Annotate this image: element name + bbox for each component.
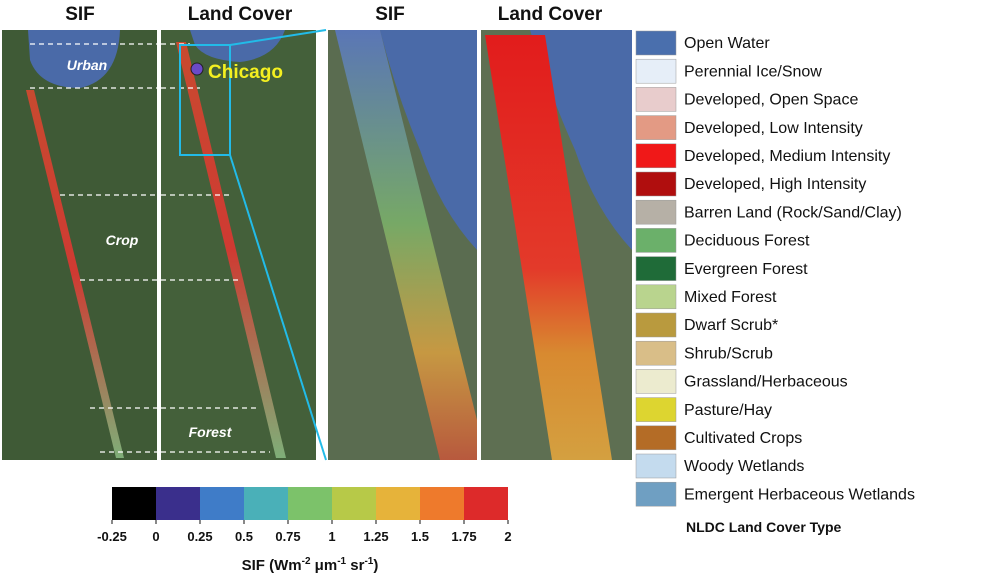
legend-swatch [635, 58, 677, 84]
map-label: Crop [106, 232, 139, 248]
colorbar-label: SIF (Wm-2 μm-1 sr-1) [242, 556, 379, 574]
legend-swatch [635, 397, 677, 422]
legend-label: Evergreen Forest [684, 261, 808, 278]
panel-title: SIF [65, 4, 95, 25]
legend-label: Emergent Herbaceous Wetlands [684, 486, 915, 503]
tick-label: 0.25 [187, 529, 212, 544]
legend-swatch [635, 312, 677, 338]
map-label: Urban [67, 57, 107, 73]
colorbar-segment [288, 487, 332, 520]
label-part: -2 [302, 556, 311, 567]
legend-swatch [635, 453, 677, 479]
legend-label: Developed, Medium Intensity [684, 148, 890, 165]
map-label: Forest [189, 424, 233, 440]
legend-label: Grassland/Herbaceous [684, 374, 848, 391]
colorbar-segment [464, 487, 508, 520]
tick-label: 1.5 [411, 529, 429, 544]
tick-label: 0.5 [235, 529, 253, 544]
legend-title: NLDC Land Cover Type [686, 519, 842, 535]
legend-label: Dwarf Scrub* [684, 317, 778, 334]
legend-swatch [635, 30, 677, 56]
legend-swatch [635, 199, 677, 225]
legend-label: Barren Land (Rock/Sand/Clay) [684, 204, 902, 221]
legend-label: Woody Wetlands [684, 458, 804, 475]
legend-label: Developed, High Intensity [684, 176, 866, 193]
colorbar-segment [332, 487, 376, 520]
map-images [2, 29, 632, 461]
legend-label: Shrub/Scrub [684, 345, 773, 362]
legend-label: Deciduous Forest [684, 233, 810, 250]
tick-label: 1.75 [451, 529, 476, 544]
legend-swatch [635, 481, 677, 507]
panel-title: Land Cover [188, 4, 293, 25]
colorbar-segment [156, 487, 200, 520]
legend-label: Cultivated Crops [684, 430, 802, 447]
tick-label: -0.25 [97, 529, 127, 544]
colorbar-segment [376, 487, 420, 520]
label-part: SIF (Wm [242, 557, 302, 574]
label-part: μm [311, 557, 338, 574]
legend-swatch [635, 425, 677, 451]
colorbar-segment [244, 487, 288, 520]
legend-label: Perennial Ice/Snow [684, 63, 822, 80]
legend-swatch [635, 171, 677, 197]
legend-swatch [635, 284, 677, 310]
legend-swatch [635, 256, 677, 281]
label-part: ) [373, 557, 378, 574]
legend-label: Developed, Low Intensity [684, 120, 863, 137]
tick-label: 0 [152, 529, 159, 544]
colorbar-segment [200, 487, 244, 520]
panel-title: Land Cover [498, 4, 603, 25]
tick-label: 1.25 [363, 529, 388, 544]
legend-swatch [635, 115, 677, 140]
legend-label: Mixed Forest [684, 289, 777, 306]
label-part: -1 [364, 556, 373, 567]
label-part: -1 [337, 556, 346, 567]
colorbar-segment [112, 487, 156, 520]
panel-title: SIF [375, 4, 405, 25]
city-label: Chicago [208, 62, 283, 83]
tick-label: 1 [328, 529, 335, 544]
colorbar-segment [420, 487, 464, 520]
legend-swatch [635, 340, 677, 366]
legend-swatch [635, 228, 677, 253]
legend-label: Developed, Open Space [684, 92, 858, 109]
colorbar: -0.25 0 0.25 0.5 0.75 1 1.25 1.5 1.75 2 [97, 487, 512, 544]
tick-label: 2 [504, 529, 511, 544]
legend-swatch [635, 143, 677, 169]
label-part: sr [346, 557, 365, 574]
legend-label: Pasture/Hay [684, 402, 772, 419]
legend-swatch [635, 87, 677, 112]
tick-label: 0.75 [275, 529, 300, 544]
legend: Open Water Perennial Ice/Snow Developed, O… [635, 30, 915, 507]
legend-label: Open Water [684, 35, 770, 52]
legend-swatch [635, 369, 677, 394]
